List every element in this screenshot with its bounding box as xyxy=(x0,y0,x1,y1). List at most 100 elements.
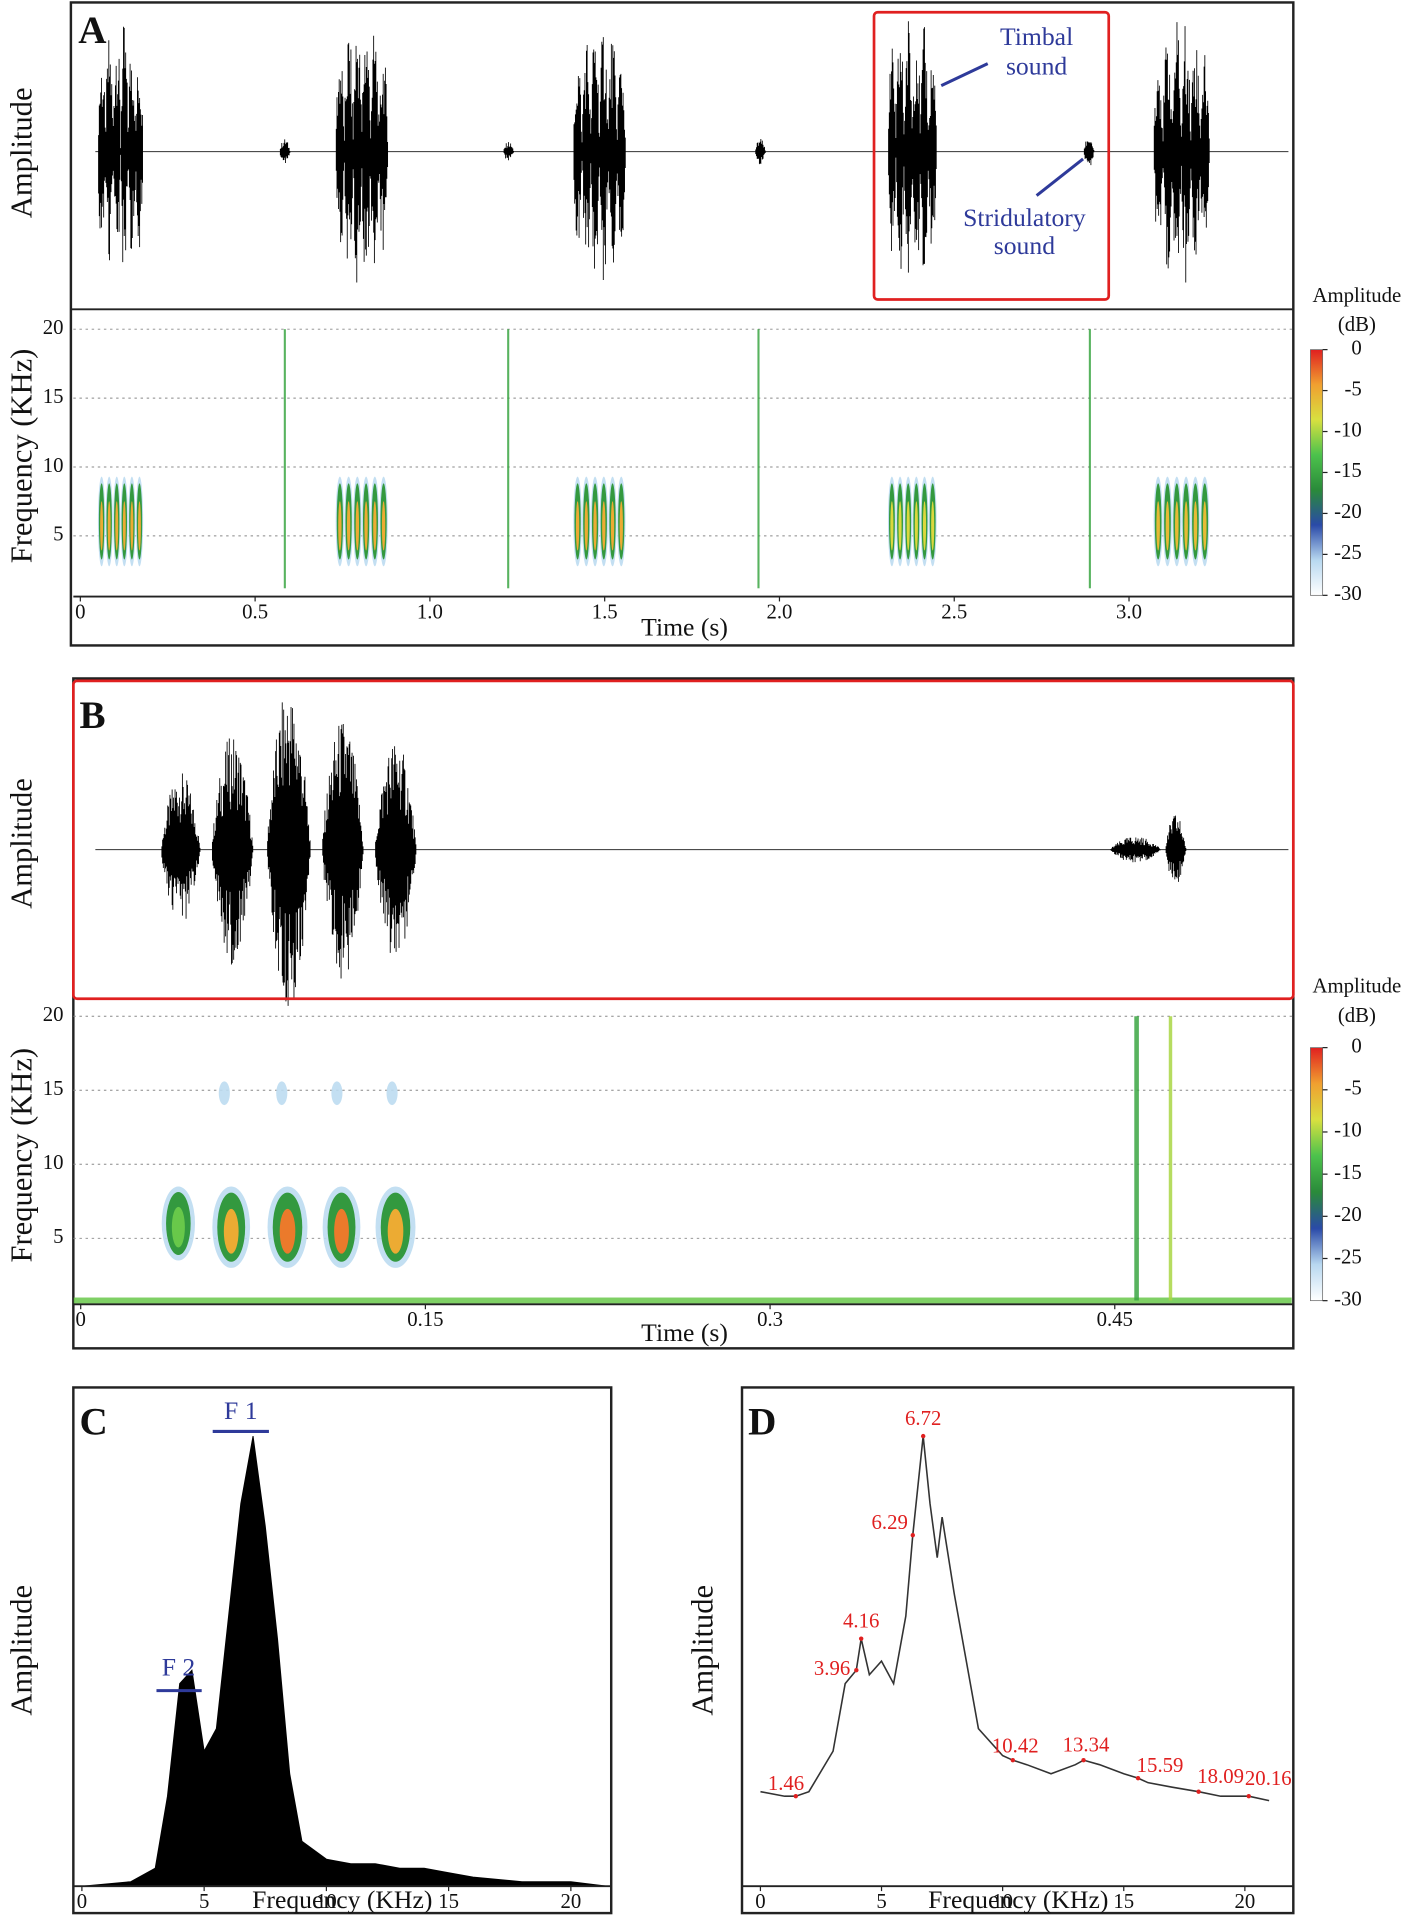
peak-label: 6.29 xyxy=(872,1511,908,1534)
waveform-burst xyxy=(1110,837,1161,863)
blob-core xyxy=(593,501,597,551)
y-axis-label: Amplitude xyxy=(4,1585,38,1716)
peak-label: 4.16 xyxy=(843,1610,879,1633)
blob-core xyxy=(373,501,377,551)
blob-core xyxy=(898,501,902,551)
colorbar-tick-label: -20 xyxy=(1334,500,1362,523)
colorbar-title: (dB) xyxy=(1338,313,1376,336)
spectrogram-blob xyxy=(97,476,144,567)
blob-core xyxy=(338,501,342,551)
blob-core xyxy=(1175,501,1179,551)
x-tick-label: 0.45 xyxy=(1097,1308,1133,1331)
spectrogram-blob xyxy=(375,1186,416,1268)
annotation-text: F 2 xyxy=(162,1653,196,1682)
y-axis-label: Amplitude xyxy=(4,87,38,218)
x-axis-label: Frequency (KHz) xyxy=(252,1885,432,1914)
blob-core xyxy=(223,1208,239,1254)
peak-label: 1.46 xyxy=(768,1772,804,1795)
blob-core xyxy=(279,1208,296,1254)
colorbar-tick-label: -30 xyxy=(1334,1287,1362,1310)
blob-core xyxy=(1184,501,1188,551)
spectrogram-band xyxy=(73,1297,1292,1304)
panel-d-frame xyxy=(740,1386,1295,1915)
panel-letter: D xyxy=(748,1400,776,1443)
waveform-burst xyxy=(279,139,291,163)
panel-letter: C xyxy=(79,1400,107,1443)
peak-marker xyxy=(1010,1757,1016,1763)
blob-edge xyxy=(386,1081,398,1106)
spectrogram-blob xyxy=(218,1081,230,1106)
spectrogram-blob xyxy=(276,1081,288,1106)
blob-core xyxy=(364,501,368,551)
y-axis-label: Frequency (KHz) xyxy=(4,349,38,564)
x-tick-label: 10 xyxy=(992,1890,1013,1913)
spectrogram-band xyxy=(1168,1016,1173,1301)
spectrogram-band xyxy=(1088,329,1091,589)
spectrogram-blob xyxy=(386,1081,398,1106)
peak-label: 18.09 xyxy=(1197,1765,1244,1788)
spectrogram-blob xyxy=(267,1186,308,1268)
annotation-pointer xyxy=(940,62,989,87)
y-axis-label: Frequency (KHz) xyxy=(4,1048,38,1263)
x-tick-label: 15 xyxy=(1113,1890,1134,1913)
colorbar-tick-label: 0 xyxy=(1351,1034,1361,1057)
spectrogram-band xyxy=(283,329,286,589)
y-axis-label: Amplitude xyxy=(685,1585,719,1716)
waveform-burst xyxy=(375,746,417,953)
blob-core xyxy=(107,501,111,551)
panel-c-frame xyxy=(72,1386,613,1915)
blob-core xyxy=(346,501,351,551)
panel-letter: B xyxy=(79,694,105,737)
waveform-burst xyxy=(267,702,311,1006)
blob-core xyxy=(115,501,119,551)
x-tick-label: 5 xyxy=(876,1890,886,1913)
x-tick-label: 20 xyxy=(1234,1890,1255,1913)
waveform-burst xyxy=(335,35,389,283)
blob-core xyxy=(355,501,360,551)
x-tick-label: 20 xyxy=(560,1890,581,1913)
peak-marker xyxy=(920,1433,926,1439)
spectrogram-band xyxy=(507,329,510,589)
waveform-burst xyxy=(573,37,626,280)
spectrogram-blob xyxy=(331,1081,343,1106)
y-tick-label: 5 xyxy=(53,1225,63,1248)
x-tick-label: 0.15 xyxy=(407,1308,443,1331)
y-tick-label: 20 xyxy=(43,1003,64,1026)
x-tick-label: 0 xyxy=(75,600,85,623)
colorbar-tick-label: -5 xyxy=(1344,1077,1361,1100)
spectrogram-blob xyxy=(322,1186,361,1268)
spectrogram-blob xyxy=(335,476,388,567)
colorbar-tick-label: -25 xyxy=(1334,1245,1362,1268)
annotation-text: F 1 xyxy=(224,1396,258,1425)
spectrogram-band xyxy=(757,329,760,589)
y-tick-label: 10 xyxy=(43,454,64,477)
colorbar xyxy=(1310,349,1324,596)
blob-core xyxy=(906,501,910,551)
zoom-highlight xyxy=(872,10,1111,301)
blob-core xyxy=(890,501,894,551)
colorbar-tick-label: 0 xyxy=(1351,336,1361,359)
spectrogram-blob xyxy=(161,1186,196,1261)
blob-core xyxy=(122,501,126,551)
waveform-burst xyxy=(322,724,364,979)
spectrogram-blob xyxy=(887,476,937,567)
colorbar-title: Amplitude xyxy=(1312,974,1401,997)
waveform-burst xyxy=(211,738,254,965)
annotation-text: Timbal xyxy=(1000,22,1073,51)
x-axis-label: Time (s) xyxy=(641,612,728,641)
blob-core xyxy=(171,1206,185,1248)
spectrogram-blob xyxy=(212,1186,251,1268)
zoom-highlight xyxy=(72,679,1295,1001)
panel-a-frame xyxy=(69,1,1295,647)
colorbar-tick-label: -30 xyxy=(1334,582,1362,605)
blob-core xyxy=(914,501,918,551)
blob-core xyxy=(1193,501,1198,551)
peak-marker xyxy=(858,1636,864,1641)
blob-edge xyxy=(331,1081,343,1106)
peak-label: 20.16 xyxy=(1245,1767,1292,1790)
blob-core xyxy=(602,501,606,551)
spectrogram-blob xyxy=(1153,476,1210,567)
y-tick-label: 5 xyxy=(53,523,63,546)
peak-label: 13.34 xyxy=(1063,1734,1110,1757)
